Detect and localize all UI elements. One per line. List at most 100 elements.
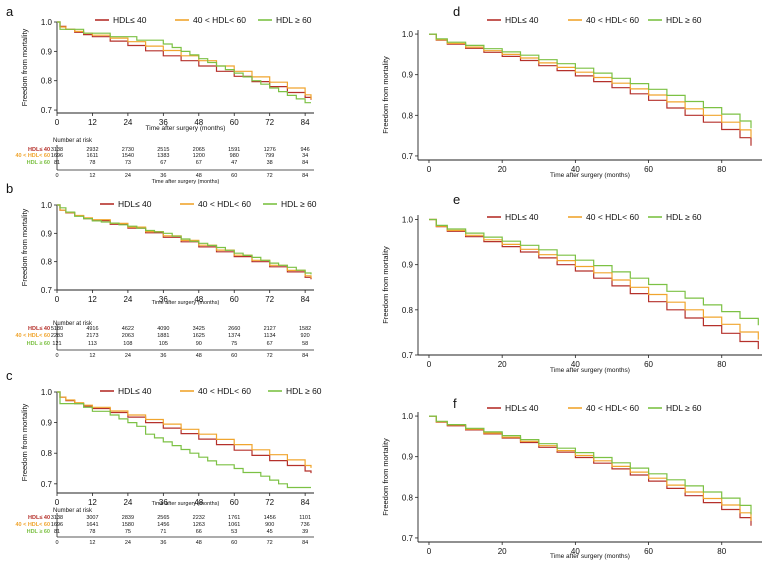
panel-letter: d [453,4,460,19]
x-axis-label: Time after surgery (months) [550,367,630,374]
risk-tick-label: 36 [160,173,166,179]
risk-cell: 1582 [299,326,311,332]
risk-cell: 67 [196,160,202,166]
risk-cell: 53 [231,529,237,535]
y-tick-label: 1.0 [41,388,53,397]
risk-tick-label: 60 [231,540,237,546]
x-tick-label: 84 [301,118,310,127]
x-tick-label: 0 [427,360,432,369]
risk-cell: 3425 [193,326,205,332]
x-tick-label: 12 [88,295,97,304]
risk-cell: 2065 [193,147,205,153]
risk-cell: 45 [267,529,273,535]
risk-cell: 66 [196,529,202,535]
risk-tick-label: 48 [196,540,202,546]
series-line-3 [57,204,312,275]
risk-cell: 946 [301,147,310,153]
risk-cell: 1276 [264,147,276,153]
risk-cell: 90 [196,341,202,347]
series-line-1 [429,33,752,146]
y-tick-label: 0.7 [41,286,53,295]
y-tick-label: 0.9 [41,229,53,238]
y-tick-label: 0.8 [402,111,414,120]
x-tick-label: 40 [571,360,580,369]
x-tick-label: 40 [571,165,580,174]
risk-row-label: HDL≤ 40 [28,515,50,521]
risk-tick-label: 84 [302,540,308,546]
risk-table-xlabel: Time after surgery (months) [152,300,220,306]
risk-cell: 2730 [122,147,134,153]
legend-label: HDL ≥ 60 [286,386,322,396]
risk-cell: 1591 [228,147,240,153]
risk-cell: 2232 [193,515,205,521]
y-tick-label: 0.8 [41,258,53,267]
risk-table-title: Number at risk [53,321,93,327]
legend-label: HDL ≥ 60 [666,403,702,413]
panel-e: e 0.7 0.8 0.9 1.0 0 20 40 60 80 Freedom from morta… [381,192,762,374]
risk-table-xlabel: Time after surgery (months) [152,501,220,507]
risk-cell: 34 [302,153,308,159]
y-tick-label: 0.9 [41,419,53,428]
x-tick-label: 84 [301,295,310,304]
x-tick-label: 24 [123,118,132,127]
x-axis-label: Time after surgery (months) [550,553,630,560]
x-tick-label: 12 [88,498,97,507]
series-line-1 [57,391,312,474]
x-tick-label: 60 [644,547,653,556]
y-tick-label: 1.0 [41,18,53,27]
risk-tick-label: 12 [89,173,95,179]
risk-tick-label: 48 [196,353,202,359]
x-tick-label: 24 [123,295,132,304]
risk-cell: 78 [89,160,95,166]
x-tick-label: 60 [230,118,239,127]
series-line-2 [57,21,312,100]
panel-c: c 0.7 0.8 0.9 1.0 0 12 24 36 48 60 72 84 Freedom from… [6,368,322,546]
x-tick-label: 48 [194,118,203,127]
x-tick-label: 48 [194,295,203,304]
risk-tick-label: 60 [231,173,237,179]
y-axis-label: Freedom from mortality [381,246,390,324]
x-tick-label: 12 [88,118,97,127]
x-tick-label: 36 [159,118,168,127]
y-tick-label: 1.0 [402,412,414,421]
x-axis-label: Time after surgery (months) [550,172,630,179]
y-tick-label: 0.8 [402,306,414,315]
risk-cell: 4090 [157,326,169,332]
panel-letter: a [6,4,14,19]
legend-label: HDL≤ 40 [505,403,539,413]
y-tick-label: 0.7 [402,152,414,161]
risk-cell: 1134 [264,333,276,339]
x-tick-label: 80 [717,547,726,556]
x-tick-label: 24 [123,498,132,507]
risk-cell: 1456 [264,515,276,521]
risk-tick-label: 0 [55,540,58,546]
risk-cell: 3007 [86,515,98,521]
legend-label: 40 < HDL< 60 [193,15,246,25]
risk-cell: 38 [267,160,273,166]
x-tick-label: 0 [427,547,432,556]
risk-cell: 2063 [122,333,134,339]
risk-tick-label: 0 [55,173,58,179]
risk-cell: 71 [160,529,166,535]
x-axis-label: Time after surgery (months) [146,125,226,132]
risk-cell: 58 [302,341,308,347]
y-tick-label: 0.7 [402,534,414,543]
series-line-3 [57,391,311,489]
risk-tick-label: 84 [302,353,308,359]
risk-table-title: Number at risk [53,138,93,144]
x-tick-label: 72 [265,498,274,507]
risk-tick-label: 72 [267,540,273,546]
legend-label: 40 < HDL< 60 [586,403,639,413]
risk-row-label: 40 < HDL< 60 [15,333,50,339]
risk-cell: 75 [231,341,237,347]
risk-tick-label: 36 [160,353,166,359]
legend-label: HDL ≥ 60 [281,199,317,209]
legend-label: HDL≤ 40 [505,15,539,25]
x-tick-label: 84 [301,498,310,507]
panel-letter: e [453,192,460,207]
y-tick-label: 0.9 [402,261,414,270]
x-tick-label: 80 [717,165,726,174]
risk-cell: 736 [301,522,310,528]
y-tick-label: 0.7 [402,351,414,360]
